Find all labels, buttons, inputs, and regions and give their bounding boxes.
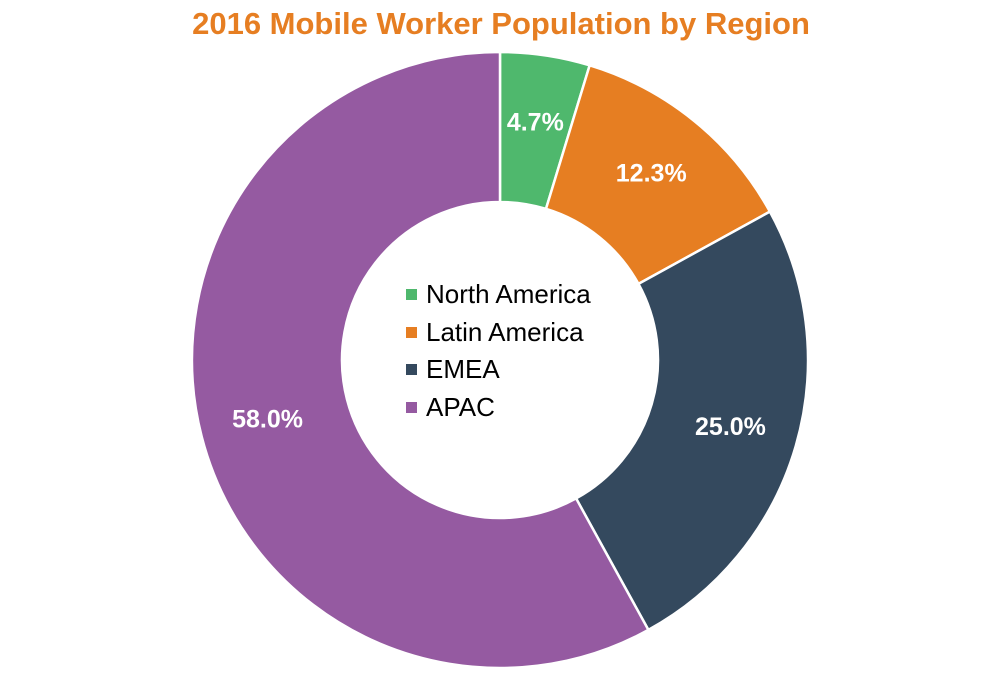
- slice-label-latin-america: 12.3%: [616, 160, 687, 188]
- legend-item-apac: APAC: [406, 389, 591, 427]
- slice-label-emea: 25.0%: [695, 413, 766, 441]
- legend-swatch-apac: [406, 401, 417, 413]
- slice-labels-group: 4.7% 12.3% 25.0% 58.0%: [232, 109, 766, 441]
- legend-label-apac: APAC: [426, 391, 495, 422]
- slice-label-apac: 58.0%: [232, 406, 303, 434]
- legend-swatch-latin-america: [406, 326, 417, 338]
- slice-label-north-america: 4.7%: [507, 109, 564, 137]
- legend: North America Latin America EMEA APAC: [406, 276, 591, 426]
- chart-title: 2016 Mobile Worker Population by Region: [192, 6, 810, 41]
- slice-latin-america: [544, 63, 772, 286]
- legend-item-north-america: North America: [406, 276, 591, 314]
- slice-apac: [190, 50, 651, 670]
- legend-label-latin-america: Latin America: [426, 316, 584, 347]
- legend-swatch-north-america: [406, 289, 417, 301]
- legend-label-north-america: North America: [426, 279, 591, 310]
- slices-group: [190, 50, 810, 670]
- legend-item-emea: EMEA: [406, 351, 591, 389]
- slice-emea: [574, 209, 810, 632]
- legend-label-emea: EMEA: [426, 354, 500, 385]
- legend-swatch-emea: [406, 364, 417, 376]
- legend-item-latin-america: Latin America: [406, 314, 591, 352]
